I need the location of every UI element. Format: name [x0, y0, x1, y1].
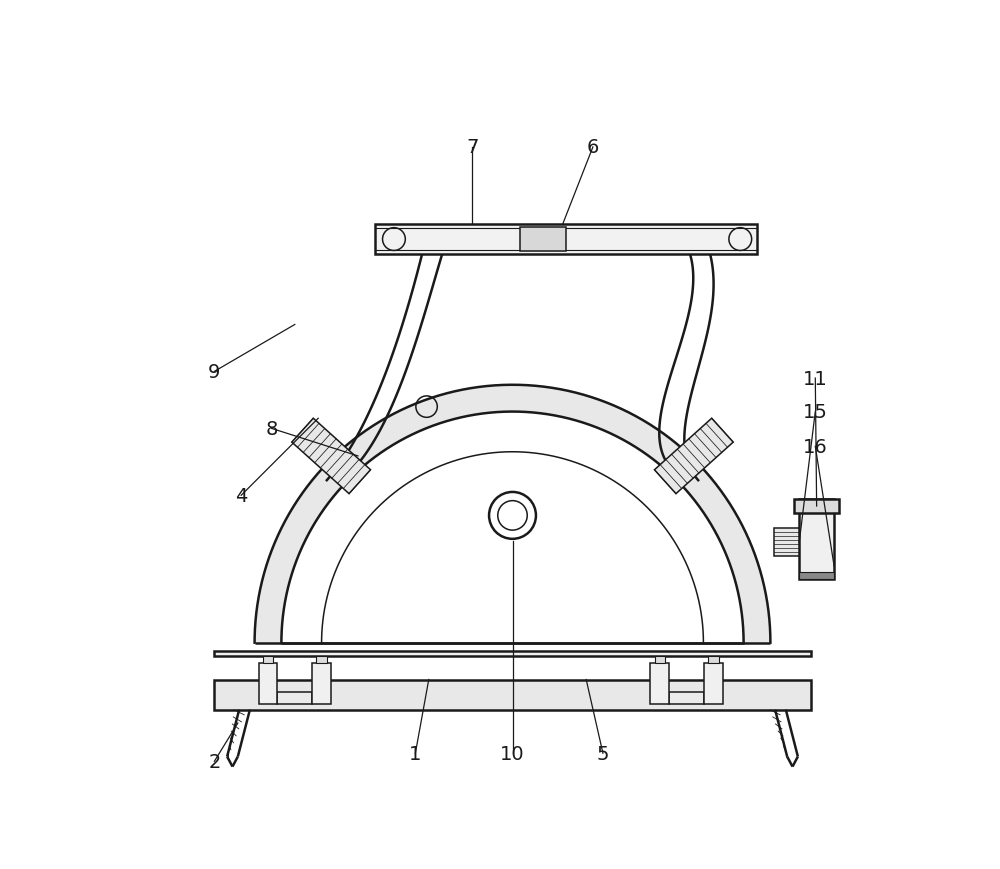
Text: 8: 8 — [265, 420, 278, 438]
Bar — [520, 228, 566, 252]
Bar — [708, 656, 719, 663]
Bar — [263, 656, 273, 663]
Bar — [259, 663, 277, 705]
Text: 2: 2 — [208, 752, 221, 771]
Bar — [650, 663, 669, 705]
Text: 5: 5 — [597, 744, 609, 763]
Polygon shape — [255, 385, 770, 643]
Bar — [214, 680, 811, 710]
Text: 15: 15 — [803, 402, 828, 421]
Text: 4: 4 — [235, 487, 247, 505]
Text: 9: 9 — [208, 362, 221, 381]
Bar — [214, 651, 811, 656]
Text: 10: 10 — [500, 744, 525, 763]
Bar — [774, 528, 799, 557]
Bar — [316, 656, 327, 663]
Text: 7: 7 — [466, 138, 478, 157]
Bar — [312, 663, 331, 705]
Bar — [794, 499, 839, 514]
Text: 16: 16 — [803, 437, 828, 456]
Bar — [669, 693, 704, 705]
Bar — [799, 573, 834, 580]
Bar — [799, 499, 834, 580]
Bar — [375, 225, 757, 255]
Bar — [655, 656, 665, 663]
Bar — [704, 663, 723, 705]
Bar — [277, 693, 312, 705]
Polygon shape — [654, 419, 733, 494]
Polygon shape — [292, 419, 371, 494]
Text: 6: 6 — [587, 138, 599, 157]
Text: 1: 1 — [409, 744, 422, 763]
Text: 11: 11 — [803, 369, 828, 388]
